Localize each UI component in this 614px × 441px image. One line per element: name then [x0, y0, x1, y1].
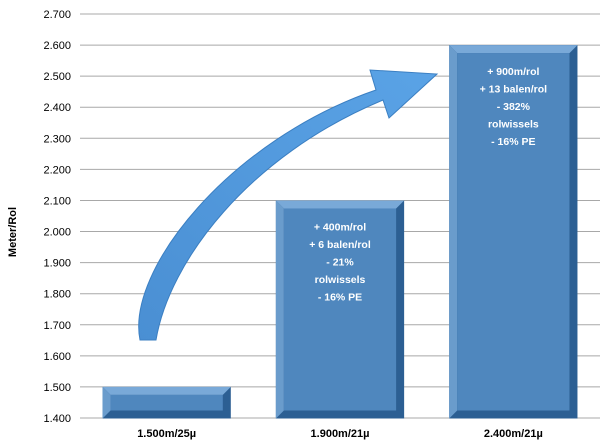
bar-face [457, 53, 570, 411]
bar-bevel-top [275, 200, 405, 209]
bar-face [283, 208, 397, 411]
bar [275, 200, 405, 419]
bar-annotation-line: rolwissels [488, 119, 539, 131]
y-tick-label: 2.500 [43, 71, 71, 83]
bar-annotation-line: - 16% PE [491, 136, 535, 148]
bar-annotation-line: + 6 balen/rol [309, 239, 371, 251]
y-axis-ticks: 1.400 1.500 1.600 1.700 1.800 1.900 2.000 2.100… [43, 9, 71, 425]
bar-annotations: + 400m/rol + 6 balen/rol - 21% rolwissels - … [309, 66, 547, 303]
y-tick-label: 1.700 [43, 320, 71, 332]
growth-arrow-shaft [138, 69, 439, 341]
bar-annotation-line: - 382% [497, 101, 531, 113]
y-axis-label: Meter/Rol [7, 207, 19, 257]
bar-bevel-left [449, 45, 458, 419]
bar-annotation-line: + 400m/rol [314, 221, 366, 233]
bar-bevel-top [102, 386, 231, 395]
bar-annotation-line: + 13 balen/rol [480, 84, 547, 96]
x-axis-categories: 1.500m/25µ 1.900m/21µ 2.400m/21µ [137, 428, 543, 440]
bar-annotation-line: + 900m/rol [487, 66, 539, 78]
bar-face [110, 394, 223, 411]
y-tick-label: 2.400 [43, 102, 71, 114]
x-category-label: 1.500m/25µ [137, 428, 196, 440]
bar-annotation-line: - 16% PE [318, 291, 362, 303]
bar-bevel-left [275, 200, 284, 419]
x-category-label: 1.900m/21µ [311, 428, 370, 440]
y-tick-label: 1.800 [43, 289, 71, 301]
bar-annotation-line: rolwissels [315, 274, 366, 286]
bar [102, 386, 231, 419]
bar [449, 45, 578, 419]
y-tick-label: 1.900 [43, 258, 71, 270]
y-tick-label: 2.000 [43, 227, 71, 239]
bars [102, 45, 578, 419]
bar-bevel-left [102, 386, 111, 419]
bar-bevel-top [449, 45, 578, 54]
y-tick-label: 2.700 [43, 9, 71, 21]
x-category-label: 2.400m/21µ [484, 428, 543, 440]
y-tick-label: 1.400 [43, 413, 71, 425]
y-tick-label: 1.500 [43, 382, 71, 394]
y-tick-label: 2.600 [43, 40, 71, 52]
y-tick-label: 2.300 [43, 133, 71, 145]
y-tick-label: 2.200 [43, 164, 71, 176]
y-tick-label: 1.600 [43, 351, 71, 363]
bar-annotation-line: - 21% [326, 256, 354, 268]
y-tick-label: 2.100 [43, 195, 71, 207]
growth-arrow [138, 69, 439, 341]
